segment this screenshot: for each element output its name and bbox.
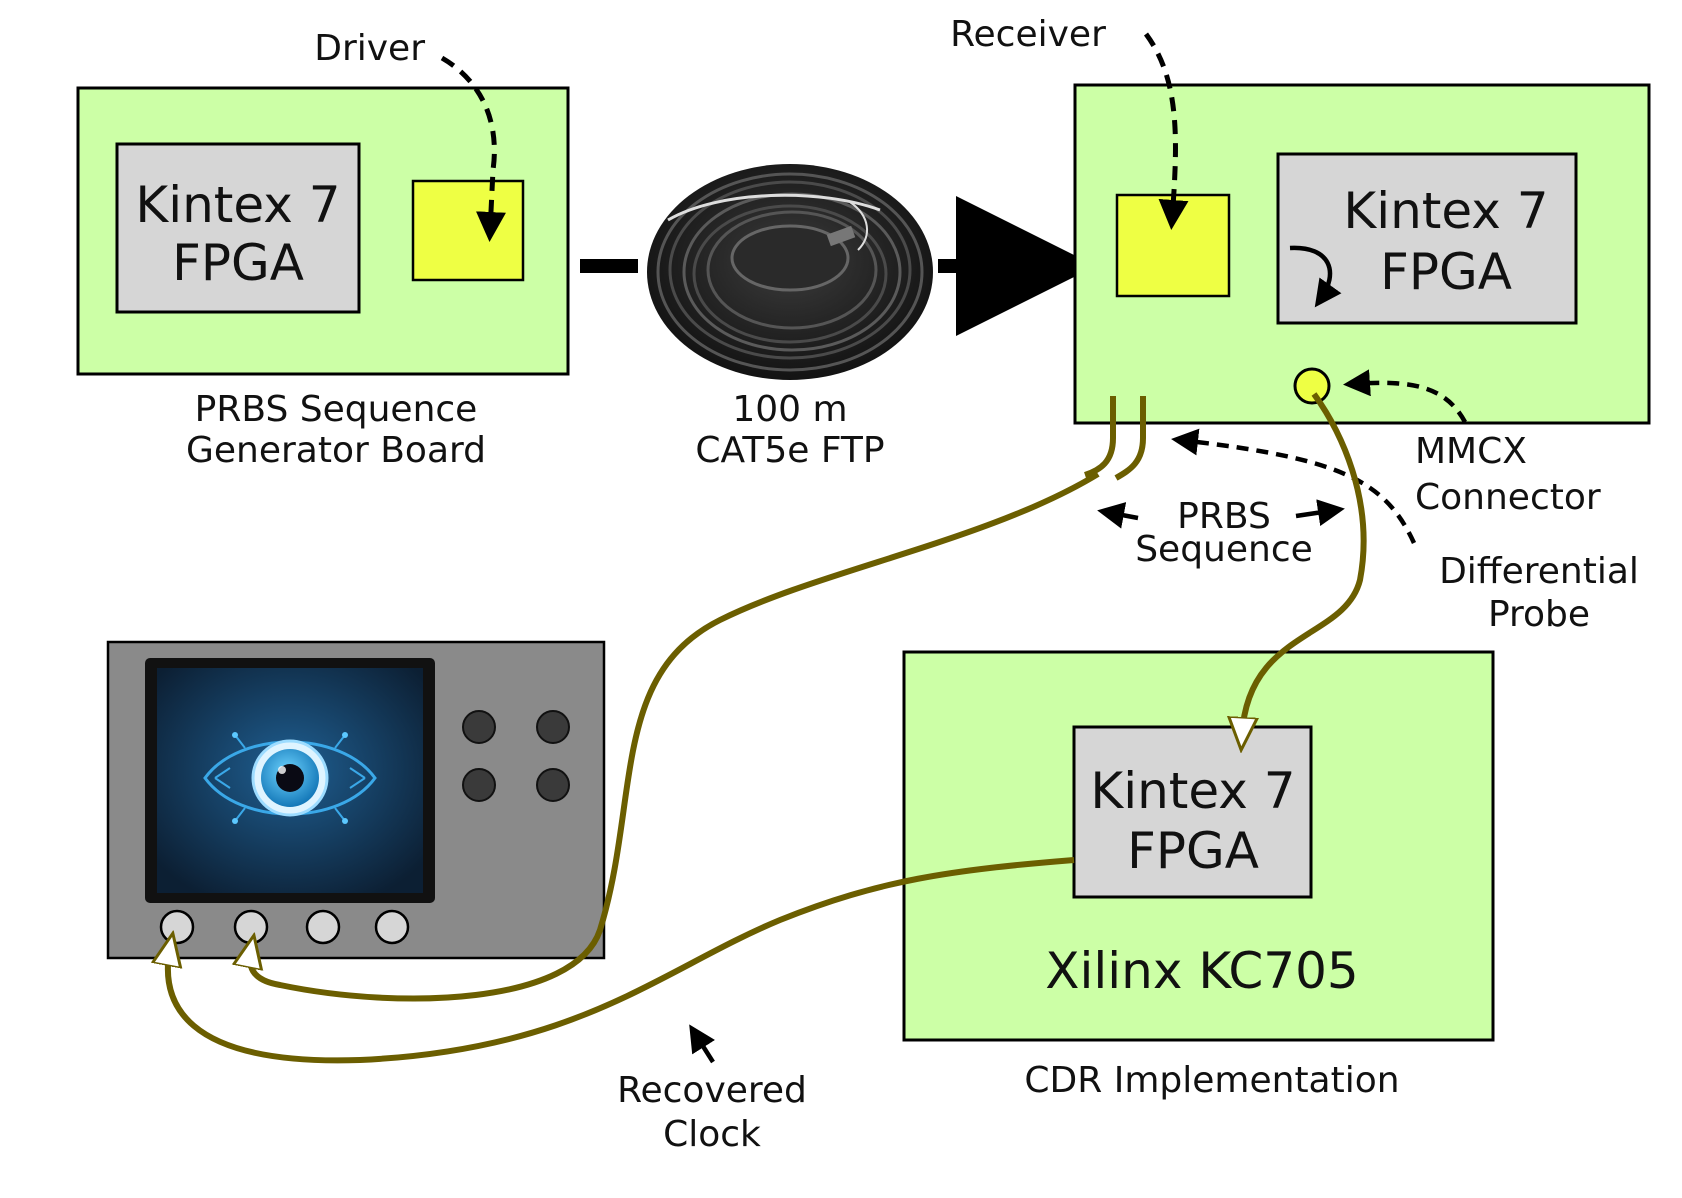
prbs-probe-cable-2 [1114,396,1146,481]
generator-fpga-label-1: Kintex 7 [135,176,340,234]
scope-channel-1[interactable] [159,909,195,945]
prbs-label-1: PRBS [1177,496,1271,537]
probe-annotations: Differential Probe PRBS Sequence [1097,428,1639,635]
scope-knob-2[interactable] [536,710,570,744]
cdr-board-caption: CDR Implementation [1024,1060,1399,1101]
receiver-fpga-label-1: Kintex 7 [1343,182,1548,240]
scope-knob-4[interactable] [536,768,570,802]
recovered-clock-cable [168,857,1075,1064]
mmcx-to-cdr-cable [1242,392,1367,735]
eye-circuit-icon [203,732,377,824]
recovered-clock-annotation: Recovered Clock [617,1024,807,1155]
mmcx-label-2: Connector [1415,477,1601,518]
cable-coil-icon [647,164,933,380]
receiver-internal-arrow [1289,245,1342,308]
cable-caption-2: CAT5e FTP [695,430,884,471]
generator-board-caption-1: PRBS Sequence [195,389,478,430]
prbs-to-scope-cable [250,471,1100,1002]
scope-knob-1[interactable] [462,710,496,744]
receiver-chip [1115,193,1231,298]
oscilloscope-icon [106,640,606,960]
mmcx-pointer-arrow [1343,369,1467,424]
differential-probe-label-2: Probe [1488,594,1590,635]
mmcx-connector [1293,367,1331,405]
probe-cables [168,392,1367,1064]
receiver-label: Receiver [950,14,1106,55]
cdr-fpga-label-2: FPGA [1127,822,1259,880]
cdr-board-name: Xilinx KC705 [1045,942,1359,1000]
scope-channel-4[interactable] [374,909,410,945]
differential-probe-label-1: Differential [1439,551,1639,592]
prbs-arrow-left [1097,502,1139,529]
differential-probe-pointer [1171,428,1417,544]
receiver-fpga-label-2: FPGA [1380,243,1512,301]
generator-fpga-label-2: FPGA [172,234,304,292]
cdr-fpga-chip [1072,725,1313,899]
prbs-probe-cable-1 [1084,396,1116,478]
generator-fpga-chip [115,142,361,314]
receiver-board: Kintex 7 FPGA Receiver MMCX Connector [950,14,1651,518]
prbs-label-2: Sequence [1135,529,1313,570]
recovered-clock-arrow [689,1024,716,1064]
scope-channel-3[interactable] [305,909,341,945]
receiver-pointer-arrow [1143,32,1189,230]
driver-pointer-arrow [440,55,506,242]
driver-label: Driver [314,28,425,69]
generator-board: Kintex 7 FPGA Driver PRBS Sequence Gener… [76,28,570,471]
driver-chip [411,179,525,282]
scope-channel-2[interactable] [233,909,269,945]
cable-caption-1: 100 m [732,389,847,430]
cat5e-cable: 100 m CAT5e FTP [580,164,1096,471]
cdr-board: Kintex 7 FPGA Xilinx KC705 CDR Implement… [902,650,1495,1101]
cdr-fpga-label-1: Kintex 7 [1090,762,1295,820]
mmcx-label-1: MMCX [1415,431,1527,472]
recovered-clock-label-1: Recovered [617,1070,807,1111]
recovered-clock-label-2: Clock [663,1114,761,1155]
scope-knob-3[interactable] [462,768,496,802]
generator-board-caption-2: Generator Board [186,430,486,471]
prbs-arrow-right [1295,499,1345,527]
